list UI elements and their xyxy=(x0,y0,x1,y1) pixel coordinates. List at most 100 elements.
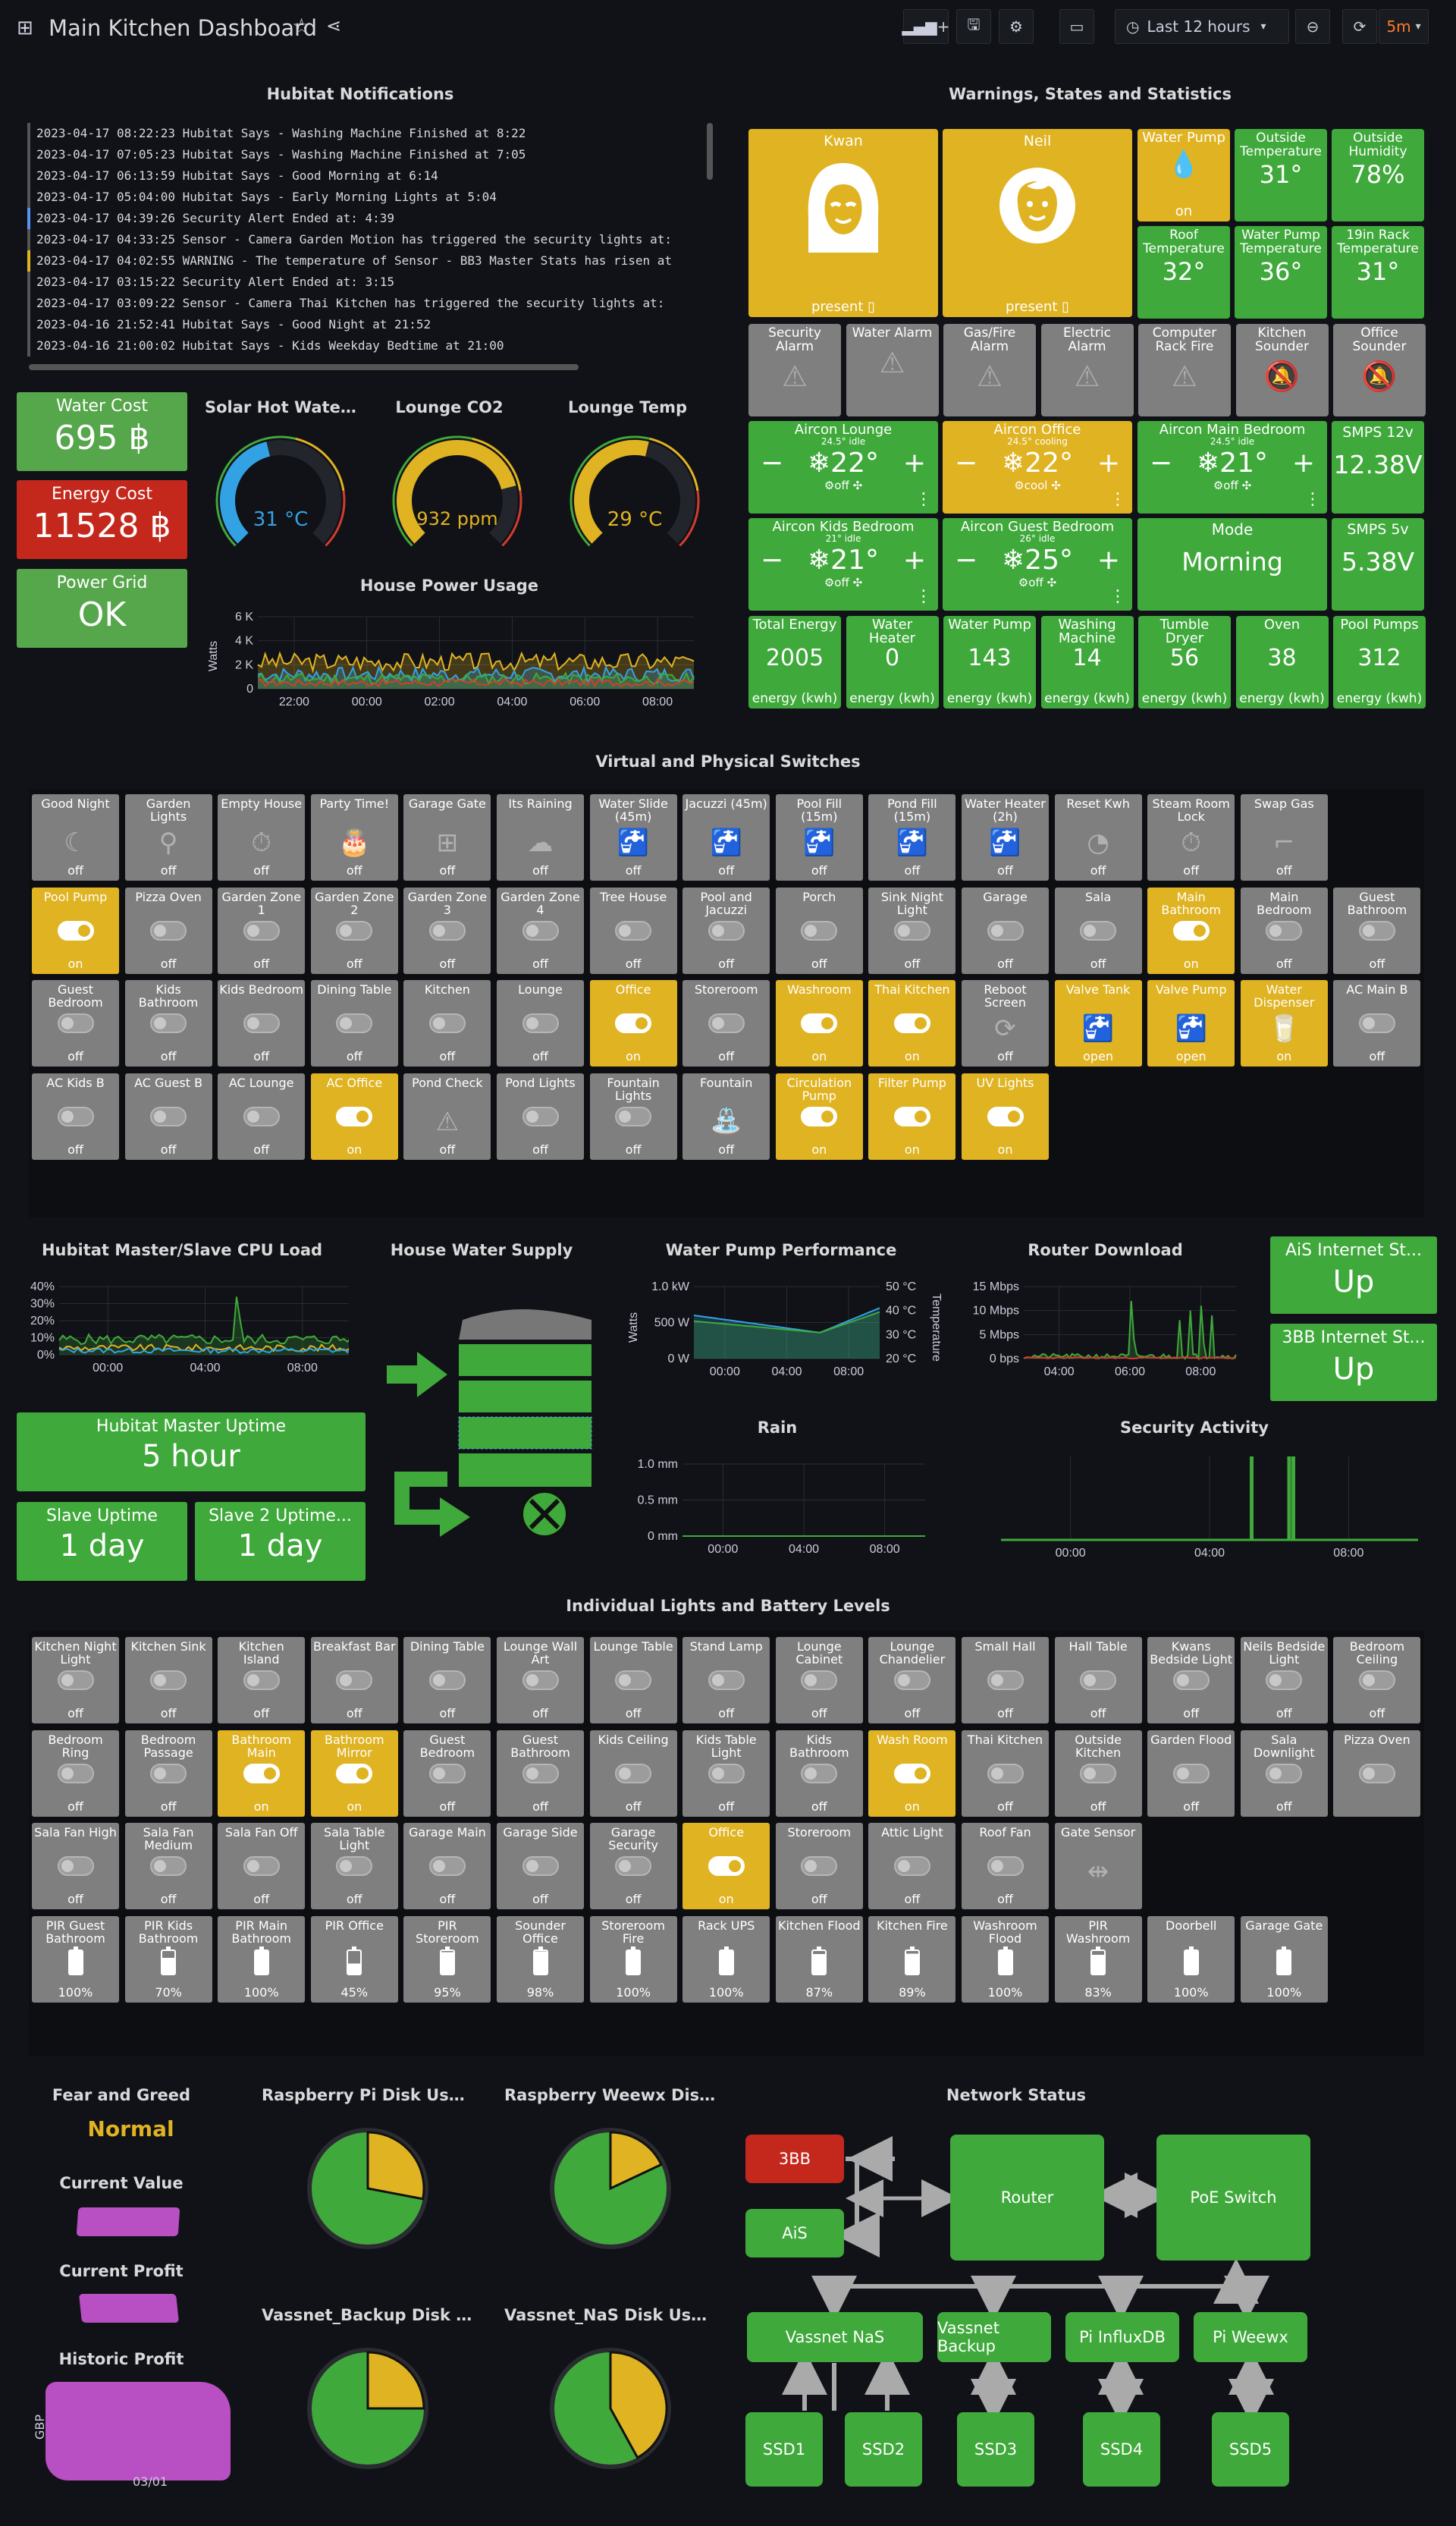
light-tile[interactable]: Guest Bathroom off xyxy=(497,1730,584,1817)
light-tile[interactable]: Kids Table Light off xyxy=(682,1730,770,1817)
presence-neil[interactable]: Neil present ▯ xyxy=(943,129,1132,317)
node-poe-switch[interactable]: PoE Switch xyxy=(1156,2135,1310,2261)
switch-tile[interactable]: Reset Kwh ◔ off xyxy=(1054,794,1142,881)
light-tile[interactable]: Kitchen Island off xyxy=(218,1637,306,1723)
switch-tile[interactable]: Circulation Pump on xyxy=(775,1073,863,1160)
switch-tile[interactable]: Reboot Screen ⟳ off xyxy=(962,980,1049,1067)
switch-tile[interactable]: Garden Zone 3 off xyxy=(403,887,491,974)
light-tile[interactable]: Storeroom off xyxy=(775,1823,863,1909)
switch-tile[interactable]: AC Main B off xyxy=(1333,980,1421,1067)
switch-tile[interactable]: Pond Check ⚠ off xyxy=(403,1073,491,1160)
switch-tile[interactable]: Garage off xyxy=(962,887,1049,974)
switch-tile[interactable]: Sala off xyxy=(1054,887,1142,974)
zoom-out-button[interactable]: ⊖ xyxy=(1295,9,1330,44)
increase-button[interactable]: + xyxy=(1097,545,1121,576)
alarm-tile[interactable]: Office Sounder 🔕 xyxy=(1333,324,1426,416)
light-tile[interactable]: Kwans Bedside Light off xyxy=(1147,1637,1235,1723)
light-tile[interactable]: Outside Kitchen off xyxy=(1054,1730,1142,1817)
node-vassnet-nas[interactable]: Vassnet NaS xyxy=(747,2312,923,2362)
switch-tile[interactable]: Swap Gas ⌐ off xyxy=(1240,794,1328,881)
switch-tile[interactable]: Lounge off xyxy=(497,980,584,1067)
light-tile[interactable]: Kids Ceiling off xyxy=(589,1730,677,1817)
light-tile[interactable]: Wash Room on xyxy=(868,1730,956,1817)
light-tile[interactable]: Pizza Oven xyxy=(1333,1730,1421,1817)
light-tile[interactable]: Bedroom Passage off xyxy=(124,1730,212,1817)
light-tile[interactable]: Guest Bedroom off xyxy=(403,1730,491,1817)
more-menu-icon[interactable]: ⋮ xyxy=(915,490,932,509)
switch-tile[interactable]: Water Heater (2h) 🚰 off xyxy=(962,794,1049,881)
switch-tile[interactable]: Water Dispenser 🥛 on xyxy=(1240,980,1328,1067)
light-tile[interactable]: Garden Flood off xyxy=(1147,1730,1235,1817)
alarm-tile[interactable]: Computer Rack Fire ⚠ xyxy=(1138,324,1231,416)
light-tile[interactable]: Garage Security off xyxy=(589,1823,677,1909)
node-ssd5[interactable]: SSD5 xyxy=(1212,2412,1289,2487)
switch-tile[interactable]: AC Guest B off xyxy=(124,1073,212,1160)
share-icon[interactable]: ⋖ xyxy=(326,15,342,36)
increase-button[interactable]: + xyxy=(902,545,927,576)
tv-mode-button[interactable]: ▭ xyxy=(1059,9,1094,44)
switch-tile[interactable]: Fountain ⛲ off xyxy=(682,1073,770,1160)
node-ssd2[interactable]: SSD2 xyxy=(845,2412,922,2487)
switch-tile[interactable]: Porch off xyxy=(775,887,863,974)
add-panel-button[interactable]: ▂▄▆+ xyxy=(902,9,949,44)
light-tile[interactable]: Gate Sensor ⇹ xyxy=(1054,1823,1142,1909)
switch-tile[interactable]: AC Lounge off xyxy=(218,1073,306,1160)
switch-tile[interactable]: AC Kids B off xyxy=(32,1073,119,1160)
light-tile[interactable]: Kids Bathroom off xyxy=(775,1730,863,1817)
switch-tile[interactable]: Pond Lights off xyxy=(497,1073,584,1160)
node-ais[interactable]: AiS xyxy=(745,2209,844,2257)
light-tile[interactable]: Thai Kitchen off xyxy=(962,1730,1049,1817)
switch-tile[interactable]: Fountain Lights off xyxy=(589,1073,677,1160)
switch-tile[interactable]: Guest Bathroom off xyxy=(1333,887,1421,974)
more-menu-icon[interactable]: ⋮ xyxy=(915,587,932,606)
node-router[interactable]: Router xyxy=(950,2135,1104,2261)
decrease-button[interactable]: − xyxy=(760,545,784,576)
light-tile[interactable]: Bathroom Main on xyxy=(218,1730,306,1817)
alarm-tile[interactable]: Security Alarm ⚠ xyxy=(748,324,841,416)
refresh-button[interactable]: ⟳ xyxy=(1342,9,1377,44)
light-tile[interactable]: Bedroom Ring off xyxy=(32,1730,119,1817)
light-tile[interactable]: Sala Downlight off xyxy=(1240,1730,1328,1817)
node-3bb[interactable]: 3BB xyxy=(745,2135,844,2183)
more-menu-icon[interactable]: ⋮ xyxy=(1304,490,1321,509)
aircon-tile[interactable]: Aircon Lounge 24.5° idle − ❄ 22° + ⚙off ✣ ⋮ xyxy=(748,421,938,514)
switch-tile[interactable]: Tree House off xyxy=(589,887,677,974)
node-ssd3[interactable]: SSD3 xyxy=(957,2412,1034,2487)
light-tile[interactable]: Small Hall off xyxy=(962,1637,1049,1723)
increase-button[interactable]: + xyxy=(1291,448,1316,479)
node-ssd4[interactable]: SSD4 xyxy=(1083,2412,1160,2487)
light-tile[interactable]: Breakfast Bar off xyxy=(310,1637,398,1723)
node-pi-weewx[interactable]: Pi Weewx xyxy=(1194,2312,1307,2362)
switch-tile[interactable]: AC Office on xyxy=(310,1073,398,1160)
switch-tile[interactable]: Pool Fill (15m) 🚰 off xyxy=(775,794,863,881)
light-tile[interactable]: Lounge Table off xyxy=(589,1637,677,1723)
switch-tile[interactable]: Party Time! 🎂 off xyxy=(310,794,398,881)
light-tile[interactable]: Sala Fan Off off xyxy=(218,1823,306,1909)
decrease-button[interactable]: − xyxy=(954,448,978,479)
light-tile[interactable]: Neils Bedside Light off xyxy=(1240,1637,1328,1723)
apps-grid-icon[interactable]: ⊞ xyxy=(17,17,33,39)
switch-tile[interactable]: Kitchen off xyxy=(403,980,491,1067)
decrease-button[interactable]: − xyxy=(1149,448,1173,479)
time-range-picker[interactable]: ◷ Last 12 hours ▾ xyxy=(1115,9,1289,44)
star-icon[interactable]: ☆ xyxy=(292,14,312,39)
switch-tile[interactable]: Thai Kitchen on xyxy=(868,980,956,1067)
alarm-tile[interactable]: Water Alarm ⚠ xyxy=(846,324,939,416)
light-tile[interactable]: Kitchen Sink off xyxy=(124,1637,212,1723)
light-tile[interactable]: Attic Light off xyxy=(868,1823,956,1909)
increase-button[interactable]: + xyxy=(1097,448,1121,479)
more-menu-icon[interactable]: ⋮ xyxy=(1109,587,1126,606)
switch-tile[interactable]: Kids Bathroom off xyxy=(124,980,212,1067)
switch-tile[interactable]: Good Night ☾ off xyxy=(32,794,119,881)
light-tile[interactable]: Stand Lamp off xyxy=(682,1637,770,1723)
switch-tile[interactable]: UV Lights on xyxy=(962,1073,1049,1160)
switch-tile[interactable]: Garden Zone 1 off xyxy=(218,887,306,974)
light-tile[interactable]: Hall Table off xyxy=(1054,1637,1142,1723)
light-tile[interactable]: Roof Fan off xyxy=(962,1823,1049,1909)
aircon-tile[interactable]: Aircon Main Bedroom 24.5° idle − ❄ 21° + ⚙off … xyxy=(1138,421,1327,514)
alarm-tile[interactable]: Gas/Fire Alarm ⚠ xyxy=(943,324,1036,416)
alarm-tile[interactable]: Kitchen Sounder 🔕 xyxy=(1235,324,1329,416)
switch-tile[interactable]: Pond Fill (15m) 🚰 off xyxy=(868,794,956,881)
switch-tile[interactable]: Filter Pump on xyxy=(868,1073,956,1160)
switch-tile[interactable]: Valve Pump 🚰 open xyxy=(1147,980,1235,1067)
